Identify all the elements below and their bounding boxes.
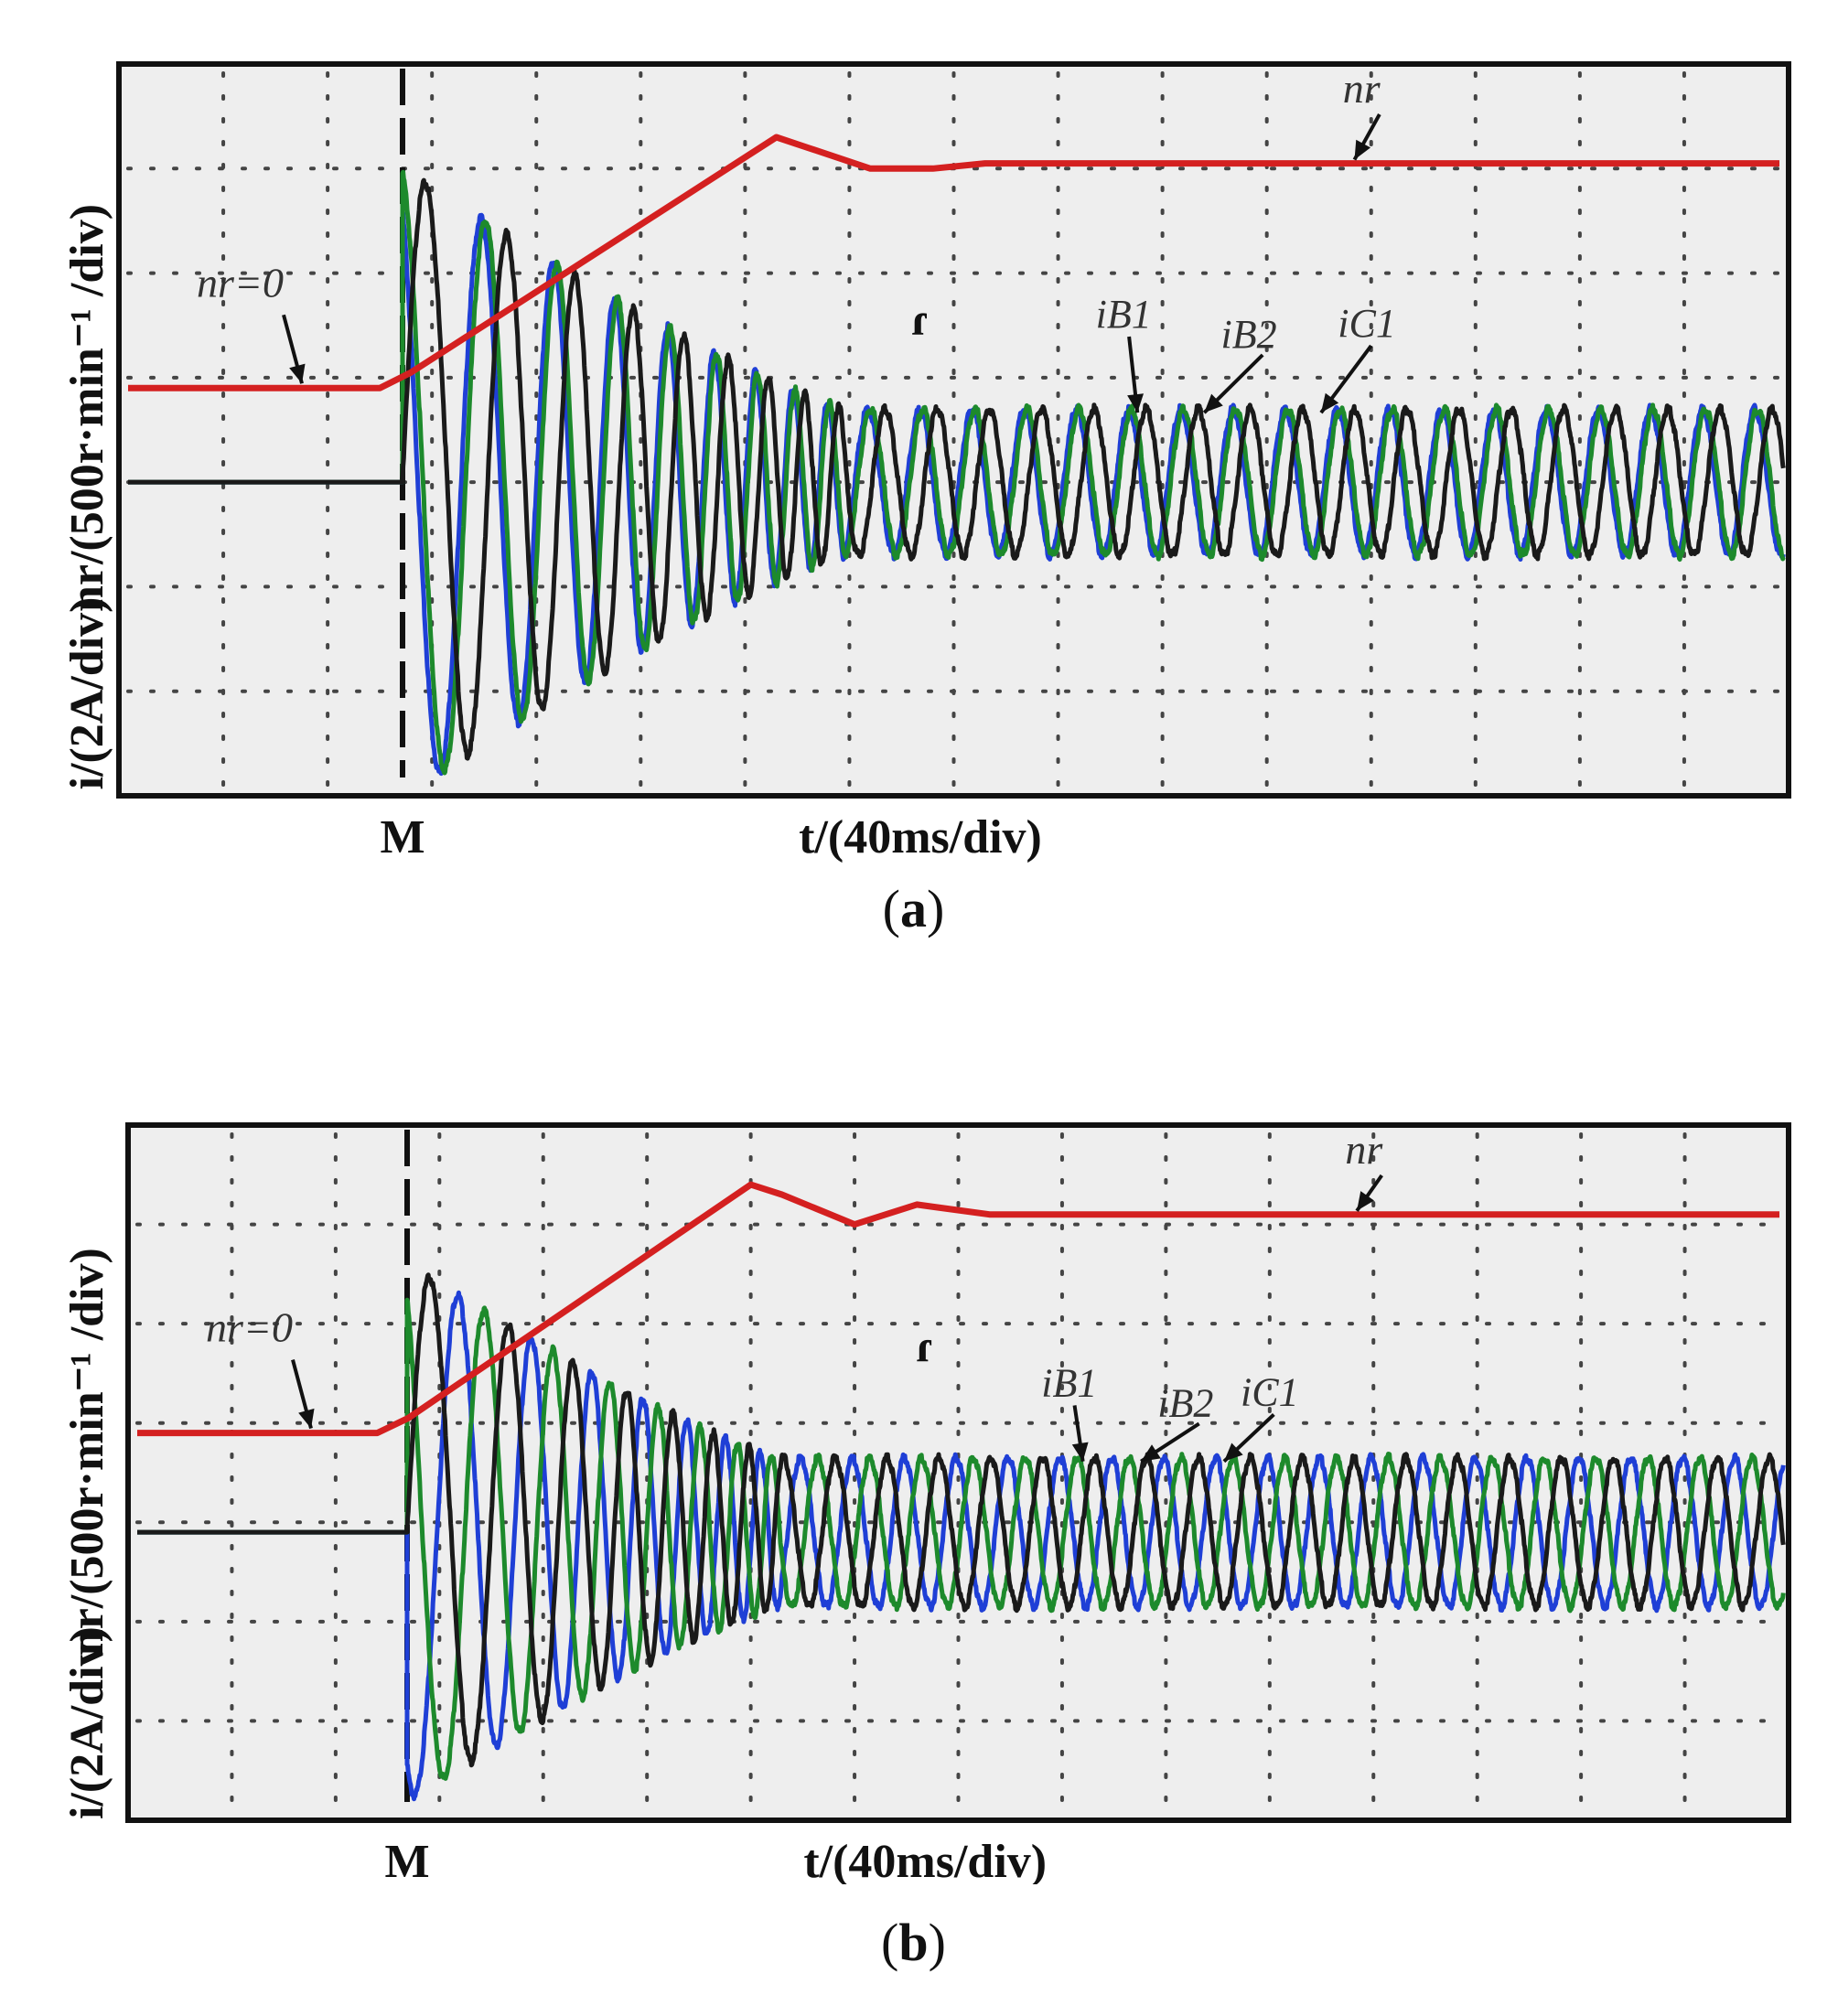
series-ic1-line <box>128 177 1786 761</box>
y-axis-label-speed: nr/(500r·min⁻¹ /div) <box>61 1248 113 1656</box>
annotation-ic1: iC1 <box>1338 301 1396 346</box>
oscilloscope-chart-b: nr/(500r·min⁻¹ /div)i/(2A/div) M t/(40ms/d… <box>61 1122 1791 1884</box>
arrow-nr-zero <box>282 314 306 384</box>
y-axis-label-speed: nr/(500r·min⁻¹ /div) <box>61 204 113 612</box>
series-ib1-line <box>128 208 1786 777</box>
annotation-ib1: iB1 <box>1041 1360 1097 1405</box>
caption-letter-a: a <box>900 879 927 938</box>
series-ib2-line <box>128 169 1786 776</box>
annotation-nr-zero: nr=0 <box>197 259 284 306</box>
arrow-head <box>1321 392 1339 413</box>
arrow-ic1 <box>1319 344 1373 414</box>
arrow-ic1 <box>1222 1412 1275 1464</box>
series-nr-line <box>128 134 1779 391</box>
arrow-head <box>1071 1442 1089 1462</box>
annotation-nr: nr <box>1345 1126 1383 1173</box>
trigger-symbol: ɾ <box>916 1320 934 1371</box>
series-ic1-line <box>137 1272 1786 1768</box>
arrow-nr-zero <box>291 1359 315 1430</box>
arrow-ib2 <box>1202 353 1264 414</box>
trigger-marker-label: M <box>384 1836 429 1884</box>
caption-letter-b: b <box>898 1913 929 1972</box>
annotation-nr: nr <box>1343 65 1381 112</box>
trigger-symbol: ɾ <box>911 294 930 345</box>
scope-frame <box>125 1122 1791 1823</box>
arrow-head <box>1127 393 1145 413</box>
arrow-head <box>1204 393 1223 413</box>
annotation-ib1: iB1 <box>1096 292 1152 337</box>
y-axis-label-current: i/(2A/div) <box>61 1626 113 1819</box>
x-axis-label: t/(40ms/div) <box>799 811 1042 863</box>
y-axis-label-current: i/(2A/div) <box>61 597 113 790</box>
annotation-ib2: iB2 <box>1221 312 1277 357</box>
arrow-head <box>1141 1444 1161 1462</box>
arrow-head <box>1354 139 1371 160</box>
oscilloscope-chart-a: nr/(500r·min⁻¹ /div)i/(2A/div) M t/(40ms/d… <box>61 61 1791 863</box>
arrow-nr <box>1355 1174 1383 1212</box>
series-nr-line <box>137 1181 1779 1437</box>
arrow-head <box>1223 1442 1243 1462</box>
arrow-head <box>298 1408 315 1429</box>
annotation-ib2: iB2 <box>1157 1380 1213 1425</box>
x-axis-label: t/(40ms/div) <box>803 1836 1047 1884</box>
trigger-marker-label: M <box>380 811 425 863</box>
annotation-ic1: iC1 <box>1241 1369 1299 1414</box>
annotation-nr-zero: nr=0 <box>206 1304 293 1351</box>
arrow-head <box>1357 1191 1374 1211</box>
arrow-ib2 <box>1140 1421 1200 1464</box>
scope-frame <box>116 61 1791 799</box>
caption-a: (a) <box>882 879 945 938</box>
caption-b: (b) <box>881 1913 946 1972</box>
arrow-ib1 <box>1127 336 1145 413</box>
arrow-ib1 <box>1071 1405 1089 1463</box>
arrow-head <box>289 363 306 384</box>
arrow-nr <box>1352 113 1381 161</box>
